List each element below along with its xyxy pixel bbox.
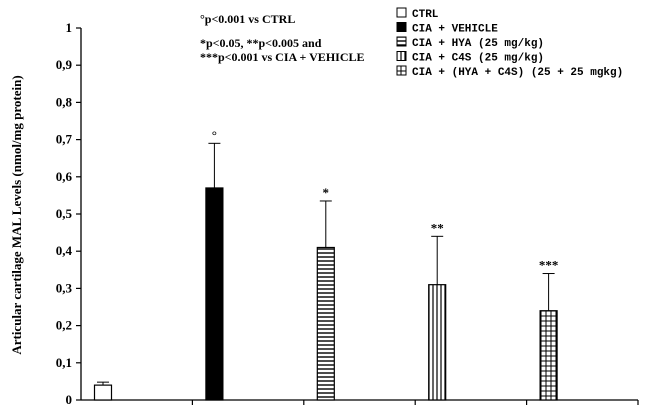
annotation-line-2: *p<0.05, **p<0.005 and xyxy=(200,36,322,50)
y-tick-label: 0,3 xyxy=(56,280,73,295)
bar xyxy=(428,284,447,401)
bar xyxy=(316,246,335,401)
legend-label: CTRL xyxy=(412,9,439,21)
y-tick-label: 1 xyxy=(66,20,73,35)
annotation-block: °p<0.001 vs CTRL *p<0.05, **p<0.005 and … xyxy=(200,12,365,64)
y-tick-label: 0,8 xyxy=(56,94,73,109)
legend-swatch xyxy=(396,65,407,76)
bar xyxy=(539,310,558,401)
y-tick-label: 0,5 xyxy=(56,206,73,221)
legend-swatch xyxy=(396,22,407,32)
legend-swatch xyxy=(396,7,407,18)
legend-label: CIA + VEHICLE xyxy=(412,24,498,36)
y-axis-title: Articular cartilage MAL Levels (nmol/mg … xyxy=(9,75,24,354)
bar xyxy=(93,384,113,401)
annotation-line-1: °p<0.001 vs CTRL xyxy=(200,12,295,26)
bars xyxy=(93,187,558,401)
significance-mark: ° xyxy=(212,127,217,142)
legend-label: CIA + HYA (25 mg/kg) xyxy=(412,38,544,50)
y-tick-label: 0,7 xyxy=(56,132,73,147)
error-bars xyxy=(97,142,555,386)
legend-swatch xyxy=(396,36,407,47)
y-tick-label: 0,4 xyxy=(56,243,73,258)
significance-mark: ** xyxy=(431,220,444,235)
y-ticks: 0 0,1 0,2 0,3 0,4 0,5 0,6 0,7 0,8 0,9 1 xyxy=(56,20,81,406)
significance-mark: * xyxy=(323,185,330,200)
y-tick-label: 0,9 xyxy=(56,57,73,72)
y-tick-label: 0,2 xyxy=(56,318,72,333)
legend-swatch xyxy=(396,51,407,61)
y-tick-label: 0,6 xyxy=(56,169,73,184)
bar xyxy=(205,187,224,401)
significance-mark: *** xyxy=(539,258,559,273)
y-tick-label: 0 xyxy=(66,392,73,406)
legend-label: CIA + C4S (25 mg/kg) xyxy=(412,53,544,65)
significance-marks: °****** xyxy=(212,127,559,272)
y-tick-label: 0,1 xyxy=(56,355,72,370)
legend: CTRL CIA + VEHICLE CIA + HYA (25 mg/kg) CIA… xyxy=(396,7,623,79)
annotation-line-3: ***p<0.001 vs CIA + VEHICLE xyxy=(200,50,365,64)
legend-label: CIA + (HYA + C4S) (25 + 25 mgkg) xyxy=(412,67,623,79)
